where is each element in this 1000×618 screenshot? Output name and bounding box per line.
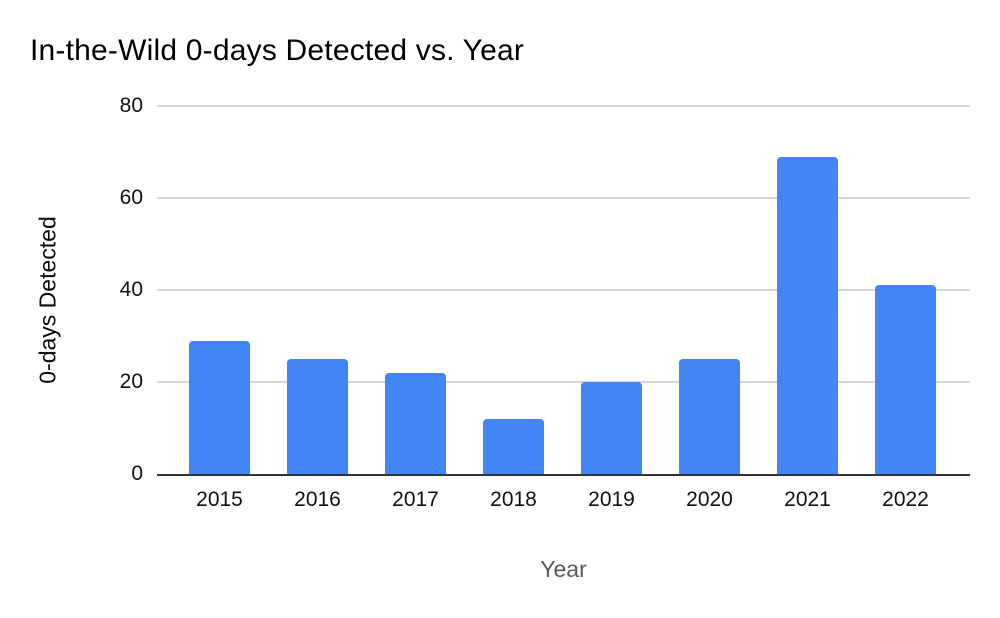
bar-2015 [189,340,250,474]
gridline-20 [157,381,970,383]
y-tick-label-20: 20 [119,370,143,393]
x-tick-label-2020: 2020 [686,488,733,511]
x-tick-label-2018: 2018 [490,488,537,511]
x-tick-label-2019: 2019 [588,488,635,511]
gridline-40 [157,289,970,291]
plot-area [157,105,970,476]
y-tick-label-80: 80 [119,94,143,117]
y-tick-label-60: 60 [119,186,143,209]
gridline-80 [157,105,970,107]
x-axis-title: Year [540,556,587,582]
y-tick-label-40: 40 [119,278,143,301]
gridline-60 [157,197,970,199]
bar-2017 [385,372,446,474]
bar-2018 [483,418,544,474]
y-tick-label-0: 0 [131,462,143,485]
bar-2021 [777,156,838,474]
x-tick-label-2021: 2021 [784,488,831,511]
x-axis-tick-labels: 2015 2016 2017 2018 2019 2020 2021 2022 [157,486,970,514]
bar-2022 [875,285,936,474]
y-axis-tick-labels: 0 20 40 60 80 [0,0,143,618]
bar-2016 [287,359,348,474]
x-tick-label-2015: 2015 [196,488,243,511]
x-tick-label-2016: 2016 [294,488,341,511]
bar-2019 [581,382,642,474]
x-tick-label-2022: 2022 [882,488,929,511]
bar-2020 [679,359,740,474]
x-tick-label-2017: 2017 [392,488,439,511]
x-axis-line [157,474,970,476]
chart-title: In-the-Wild 0-days Detected vs. Year [30,34,525,67]
